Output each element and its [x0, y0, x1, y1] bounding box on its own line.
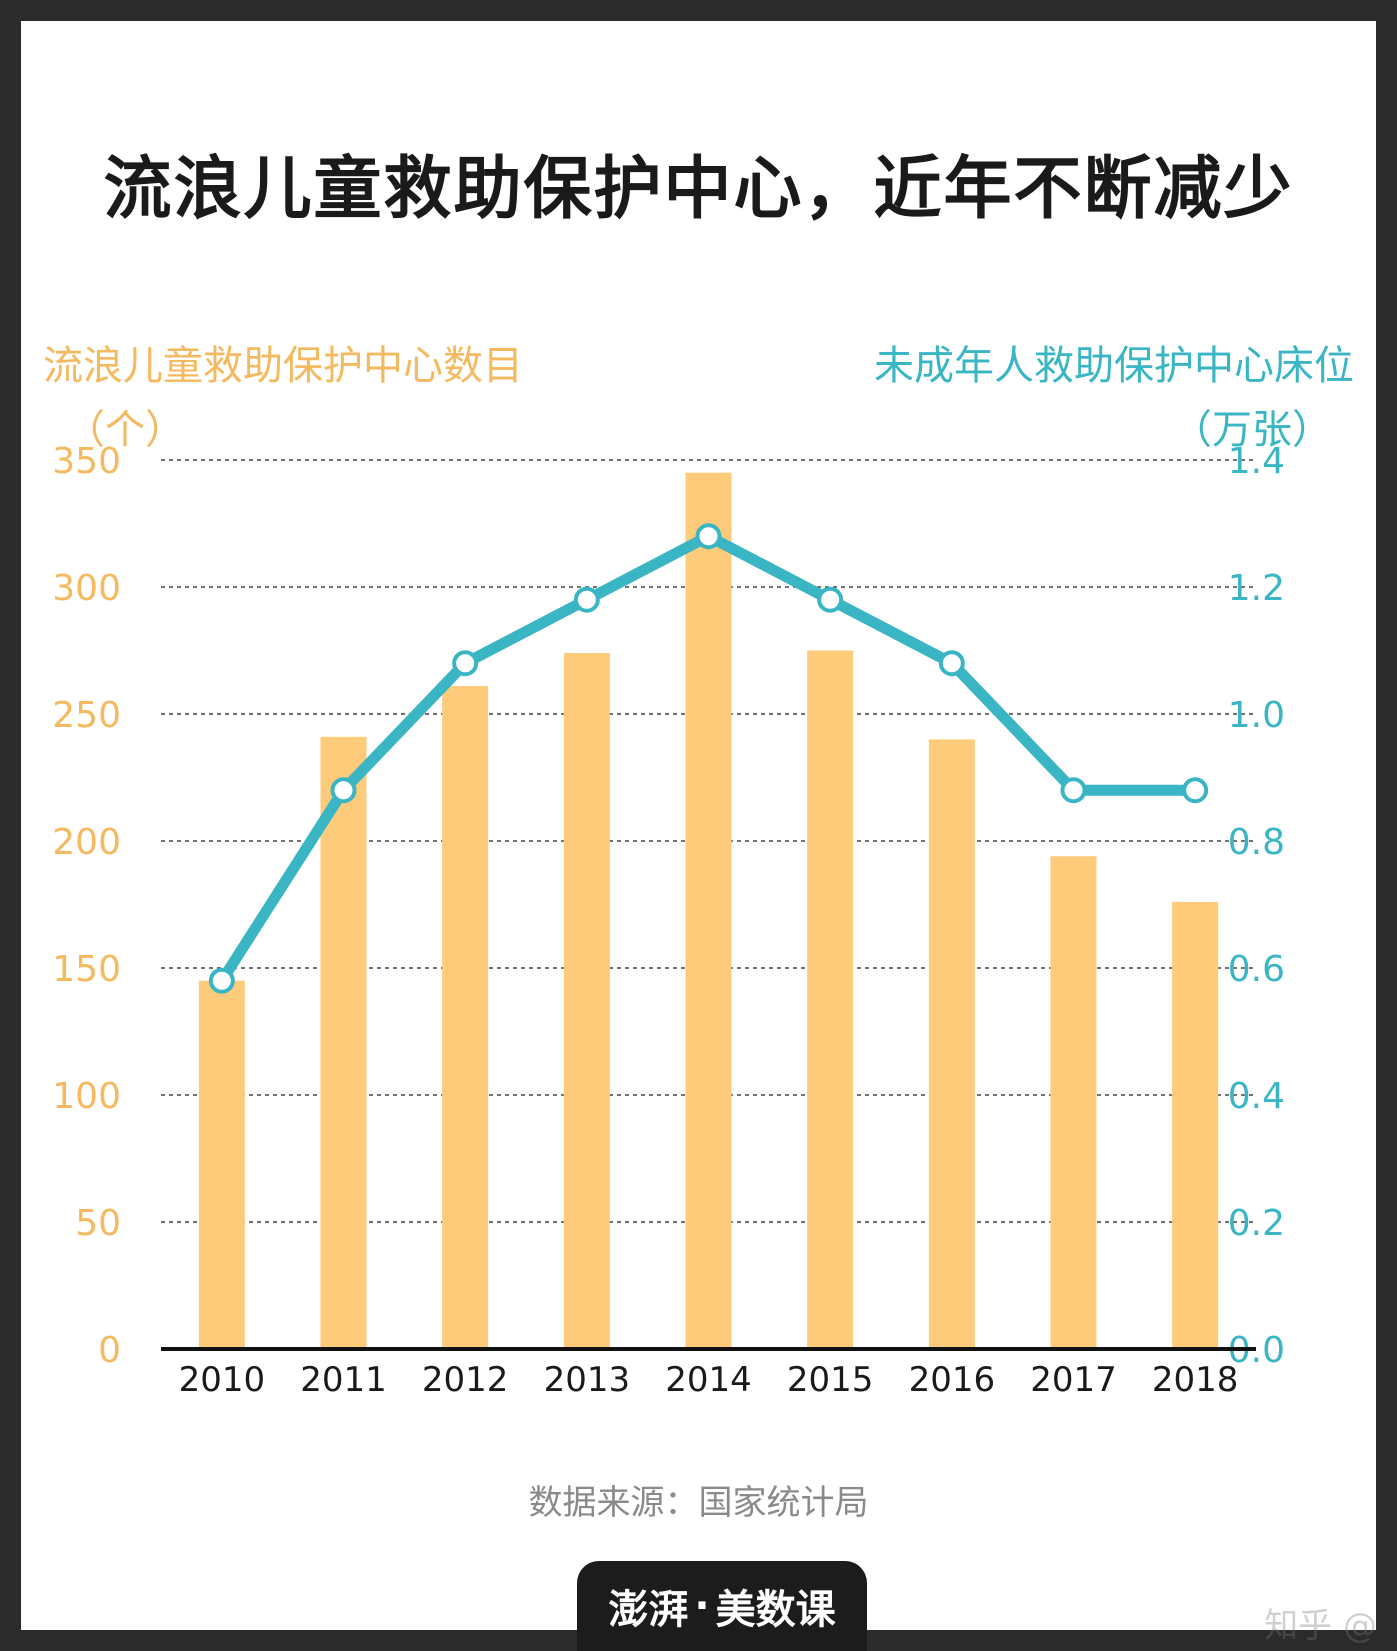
bar	[442, 686, 489, 1349]
line-point	[938, 650, 965, 677]
right-tick-label: 1.2	[1228, 568, 1285, 609]
left-tick-label: 0	[98, 1330, 121, 1371]
x-tick-label: 2010	[179, 1360, 266, 1400]
line-point	[330, 777, 357, 804]
left-tick-label: 100	[52, 1076, 121, 1117]
right-tick-label: 0.8	[1228, 822, 1285, 863]
chart-card: 流浪儿童救助保护中心，近年不断减少 流浪儿童救助保护中心数目 （个） 未成年人救…	[21, 21, 1376, 1651]
bar	[928, 739, 975, 1349]
bar	[563, 653, 610, 1349]
right-tick-label: 0.4	[1228, 1076, 1285, 1117]
bar	[198, 980, 245, 1349]
x-tick-label: 2018	[1152, 1360, 1239, 1400]
x-tick-label: 2013	[544, 1360, 631, 1400]
right-axis-unit: （万张）	[1172, 407, 1332, 453]
line-point	[208, 967, 235, 994]
bar	[685, 472, 732, 1349]
brand-sub: 美数课	[715, 1587, 836, 1633]
left-tick-label: 200	[52, 822, 121, 863]
line-point	[573, 586, 600, 613]
x-tick-label: 2015	[787, 1360, 874, 1400]
right-tick-label: 0.2	[1228, 1203, 1285, 1244]
chart-title: 流浪儿童救助保护中心，近年不断减少	[103, 150, 1294, 229]
left-axis-unit: （个）	[65, 407, 185, 453]
bar	[1050, 856, 1097, 1349]
brand-logo: 澎湃 · 美数课	[577, 1561, 867, 1651]
x-tick-label: 2017	[1030, 1360, 1117, 1400]
right-tick-label: 1.4	[1228, 441, 1285, 482]
line-point	[695, 523, 722, 550]
line-point	[1182, 777, 1209, 804]
x-tick-label: 2012	[422, 1360, 509, 1400]
line-point	[1060, 777, 1087, 804]
bar	[320, 736, 367, 1349]
left-tick-label: 50	[75, 1203, 121, 1244]
brand-name: 澎湃	[608, 1587, 689, 1633]
right-tick-label: 1.0	[1228, 695, 1285, 736]
x-tick-label: 2016	[909, 1360, 996, 1400]
right-tick-label: 0.6	[1228, 949, 1285, 990]
line-point	[452, 650, 479, 677]
line-point	[817, 586, 844, 613]
left-tick-label: 150	[52, 949, 121, 990]
right-axis-title: 未成年人救助保护中心床位	[874, 343, 1354, 389]
bar	[1172, 901, 1219, 1349]
left-axis-title: 流浪儿童救助保护中心数目	[43, 343, 523, 389]
bar	[807, 650, 854, 1349]
left-tick-label: 300	[52, 568, 121, 609]
left-tick-label: 350	[52, 441, 121, 482]
data-source: 数据来源：国家统计局	[528, 1483, 869, 1523]
watermark: 知乎 @	[1264, 1606, 1377, 1646]
x-tick-label: 2014	[665, 1360, 752, 1400]
left-tick-label: 250	[52, 695, 121, 736]
brand-separator: ·	[694, 1583, 710, 1629]
x-tick-label: 2011	[300, 1360, 387, 1400]
